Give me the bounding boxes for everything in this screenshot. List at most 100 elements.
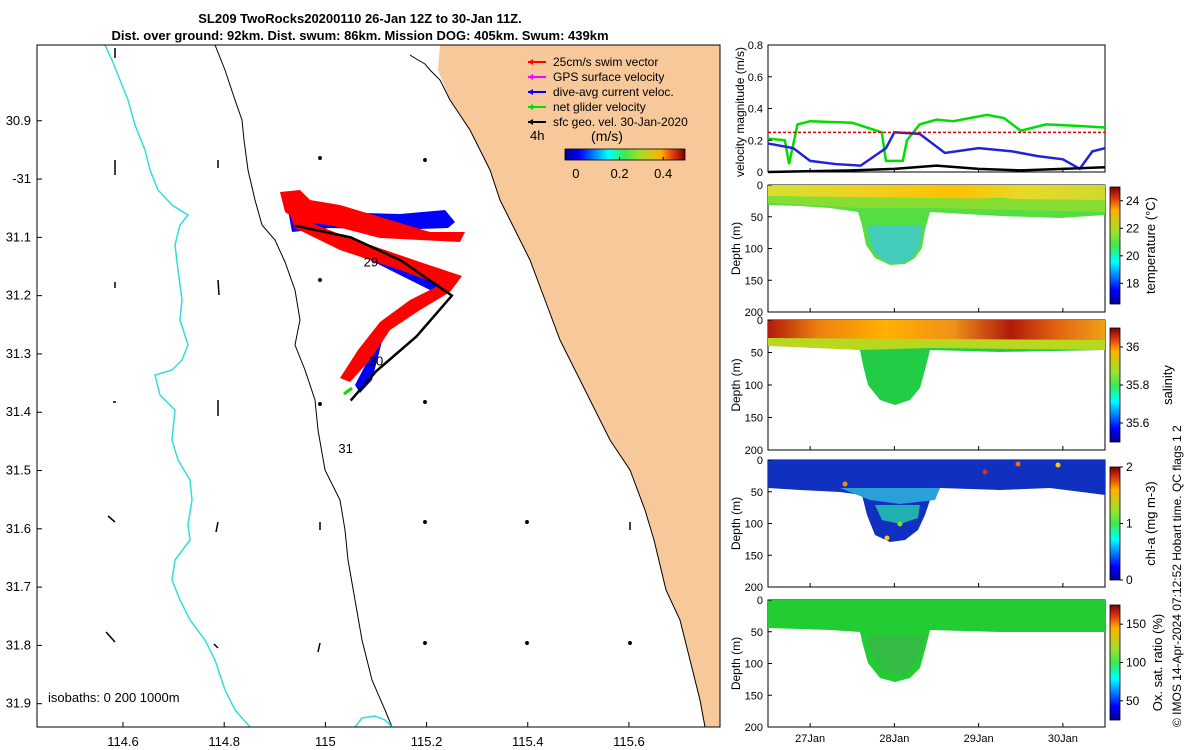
depth-tick-label: 200 <box>745 582 763 594</box>
map-y-tick-label: 31.3 <box>6 346 31 361</box>
temperature-panel <box>767 184 1106 313</box>
section-panels: 0501001502000501001502000501001502000501… <box>729 168 1175 745</box>
map-colorbar-label: (m/s) <box>591 128 623 144</box>
oxygen-panel <box>767 599 1106 728</box>
velocity-ylabel: velocity magnitude (m/s) <box>733 47 747 177</box>
map-x-tick-label: 114.6 <box>107 734 139 749</box>
map-panel: 114.6 114.8 115 115.2 115.4 115.6 30.9 -31 31.1… <box>6 44 721 749</box>
map-colorbar: (m/s) 0 0.2 0.4 <box>564 128 686 181</box>
velocity-series-line <box>767 164 1106 174</box>
geo-arrow <box>217 279 220 296</box>
colorbar-label: temperature (°C) <box>1143 197 1158 294</box>
land-area <box>438 45 720 727</box>
colorbar-label: salinity <box>1160 365 1175 405</box>
depth-tick-label: 200 <box>745 307 763 319</box>
colorbar-tick-label: 22 <box>1126 221 1140 235</box>
legend-arrowhead <box>528 104 533 110</box>
legend-arrowhead <box>528 59 533 65</box>
salinity-mid-layer <box>768 338 1105 350</box>
colorbar-tick-label: 20 <box>1126 249 1140 263</box>
depth-tick-label: 100 <box>745 244 763 256</box>
map-x-tick-label: 115.4 <box>512 734 544 749</box>
chla-deep-lens <box>875 505 920 524</box>
day-label: 29 <box>364 255 378 270</box>
legend-label: net glider velocity <box>553 100 646 114</box>
geo-arrow <box>317 642 321 653</box>
arrow-scale-label: 4h <box>530 128 544 143</box>
legend-label: 25cm/s swim vector <box>553 55 658 69</box>
legend-label: sfc geo. vel. 30-Jan-2020 <box>553 115 688 129</box>
depth-tick-label: 50 <box>751 487 763 499</box>
chla-high-point <box>982 469 988 475</box>
map-x-tick-label: 115 <box>315 734 336 749</box>
depth-axis-label: Depth (m) <box>729 497 743 550</box>
chla-high-point <box>1015 461 1021 467</box>
day-label: 30 <box>369 354 383 369</box>
section-x-axis: 27Jan 28Jan 29Jan 30Jan <box>795 168 1078 745</box>
map-y-tick-label: 31.5 <box>6 463 31 478</box>
depth-tick-label: 100 <box>745 659 763 671</box>
time-tick-label: 29Jan <box>964 733 994 745</box>
colorbar-tick-label: 50 <box>1126 694 1140 708</box>
isobath-1000m-fragment <box>354 715 393 727</box>
depth-tick-label: 200 <box>745 445 763 457</box>
colorbar-tick-label: 1 <box>1126 517 1133 531</box>
glider-track-vectors <box>280 190 465 402</box>
velocity-y-tick-label: 0 <box>757 167 763 179</box>
chart-title-block: SL209 TwoRocks20200110 26-Jan 12Z to 30-… <box>0 10 720 44</box>
geo-dot <box>525 520 529 524</box>
chla-panel <box>767 459 1106 588</box>
velocity-series-line <box>767 131 1106 171</box>
velocity-axes <box>767 44 1106 173</box>
depth-tick-label: 150 <box>745 550 763 562</box>
colorbar-tick-label: 150 <box>1126 617 1146 631</box>
isobath-1000m <box>104 45 251 727</box>
chla-field <box>768 460 1105 542</box>
geo-dot <box>423 520 427 524</box>
glider-track-line <box>294 224 454 402</box>
time-tick-label: 28Jan <box>879 733 909 745</box>
colorbar-label: chl-a (mg m-3) <box>1143 481 1158 566</box>
chla-high-point <box>842 481 848 487</box>
colorbar-tick-label: 0 <box>1126 573 1133 587</box>
colorbar-tick-label: 100 <box>1126 656 1146 670</box>
depth-tick-label: 150 <box>745 275 763 287</box>
chart-title-line1: SL209 TwoRocks20200110 26-Jan 12Z to 30-… <box>198 11 522 26</box>
map-y-tick-label: 31.8 <box>6 637 31 652</box>
swim-vector-band <box>280 190 465 242</box>
oxygen-colorbar <box>1109 604 1121 721</box>
temperature-mid-layer <box>768 196 1105 212</box>
salinity-colorbar <box>1109 327 1121 443</box>
map-x-axis: 114.6 114.8 115 115.2 115.4 115.6 <box>107 722 645 749</box>
map-y-axis: 30.9 -31 31.1 31.2 31.3 31.4 31.5 31.6 31.7 31.8 3… <box>6 113 42 711</box>
chla-subsurface-max <box>840 488 940 504</box>
depth-tick-label: 150 <box>745 413 763 425</box>
legend-label: dive-avg current veloc. <box>553 85 674 99</box>
map-colorbar-ticks: 0 0.2 0.4 <box>572 157 672 181</box>
legend-arrowhead <box>528 89 533 95</box>
depth-tick-label: 150 <box>745 690 763 702</box>
depth-tick-label: 50 <box>751 627 763 639</box>
map-y-tick-label: 31.1 <box>6 229 31 244</box>
time-tick-label: 27Jan <box>795 733 825 745</box>
depth-tick-label: 200 <box>745 722 763 734</box>
map-y-tick-label: -31 <box>12 171 31 186</box>
geo-arrow <box>107 515 116 523</box>
isobath-label: isobaths: 0 200 1000m <box>48 690 180 705</box>
depth-tick-label: 50 <box>751 212 763 224</box>
geo-arrow <box>215 521 219 533</box>
depth-tick-label: 100 <box>745 380 763 392</box>
geo-dot <box>318 402 322 406</box>
velocity-y-tick-label: 0.4 <box>748 104 763 116</box>
map-colorbar-tick-label: 0 <box>572 166 579 181</box>
legend-arrowhead <box>528 119 533 125</box>
net-glider-velocity-mark <box>343 386 353 396</box>
velocity-panel: 0 0.2 0.4 0.6 0.8 velocity magnitude (m/s) <box>733 40 1106 179</box>
isobath-200m <box>214 45 393 727</box>
oxygen-field <box>768 600 1105 682</box>
chla-high-point <box>1055 462 1061 468</box>
map-colorbar-tick-label: 0.4 <box>654 166 672 181</box>
sfc-geo-vel-arrows <box>105 48 632 653</box>
map-colorbar-bar <box>564 148 686 161</box>
